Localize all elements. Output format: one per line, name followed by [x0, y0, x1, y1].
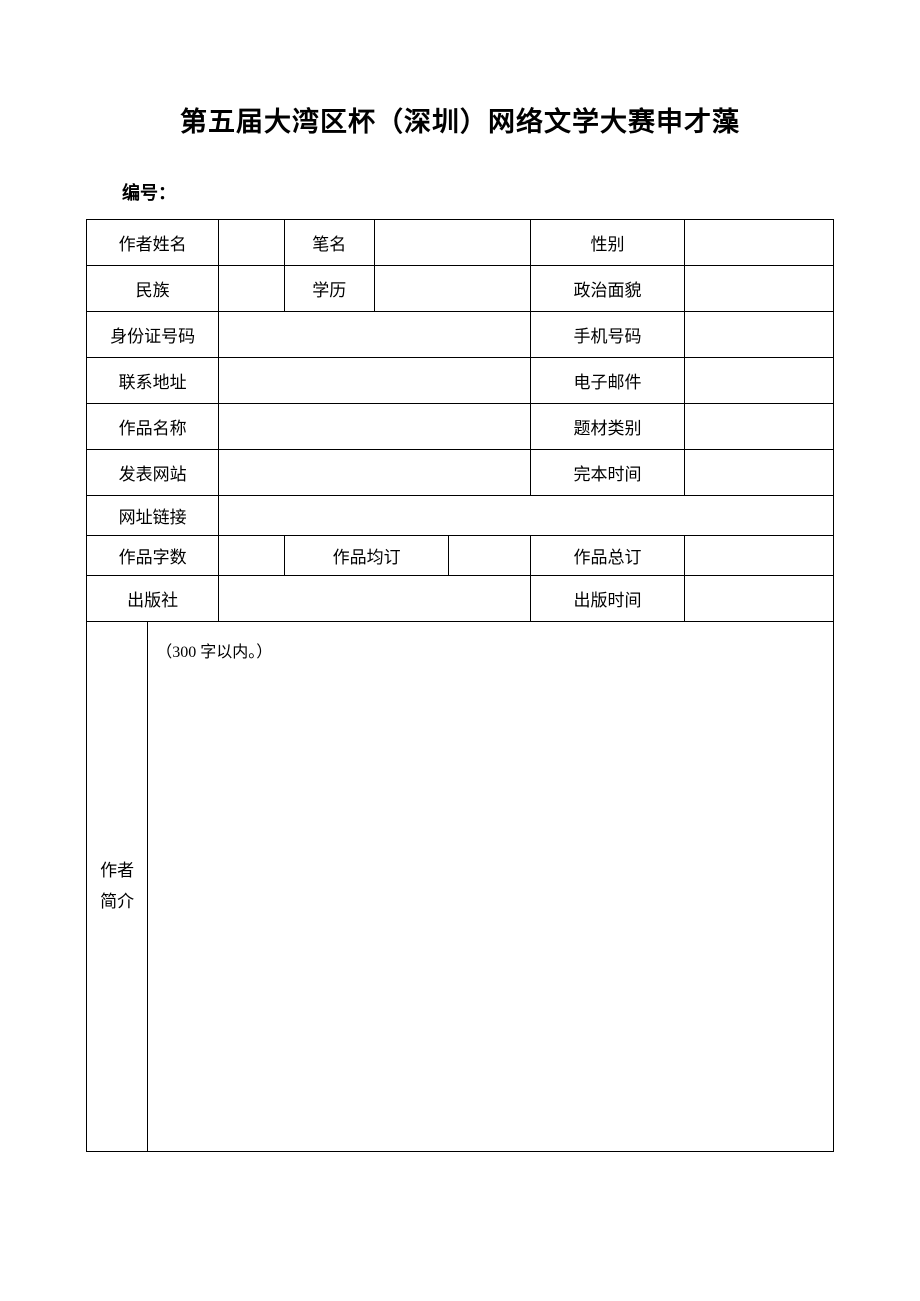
page-title: 第五届大湾区杯（深圳）网络文学大赛申才藻 — [86, 100, 834, 139]
label-publish-site: 发表网站 — [87, 450, 219, 496]
label-total-subscription: 作品总订 — [531, 536, 684, 576]
field-word-count[interactable] — [219, 536, 285, 576]
label-email: 电子邮件 — [531, 358, 684, 404]
table-row: 发表网站 完本时间 — [87, 450, 834, 496]
field-address[interactable] — [219, 358, 531, 404]
field-publish-site[interactable] — [219, 450, 531, 496]
application-form-table: 作者姓名 笔名 性别 民族 学历 政治面貌 身份证号码 手机号码 联系地址 电子… — [86, 219, 834, 1152]
label-political-status: 政治面貌 — [531, 266, 684, 312]
label-education: 学历 — [284, 266, 374, 312]
table-row: 作品字数 作品均订 作品总订 — [87, 536, 834, 576]
label-publish-time: 出版时间 — [531, 576, 684, 622]
table-row: 作者简介 （300 字以内。） — [87, 622, 834, 1152]
field-subject-category[interactable] — [684, 404, 833, 450]
label-url-link: 网址链接 — [87, 496, 219, 536]
label-phone: 手机号码 — [531, 312, 684, 358]
label-id-number: 身份证号码 — [87, 312, 219, 358]
field-education[interactable] — [374, 266, 531, 312]
field-ethnicity[interactable] — [219, 266, 285, 312]
field-completion-time[interactable] — [684, 450, 833, 496]
field-avg-subscription[interactable] — [449, 536, 531, 576]
label-completion-time: 完本时间 — [531, 450, 684, 496]
field-url-link[interactable] — [219, 496, 834, 536]
field-author-name[interactable] — [219, 220, 285, 266]
label-author-intro: 作者简介 — [87, 622, 148, 1152]
table-row: 民族 学历 政治面貌 — [87, 266, 834, 312]
label-author-name: 作者姓名 — [87, 220, 219, 266]
label-gender: 性别 — [531, 220, 684, 266]
table-row: 身份证号码 手机号码 — [87, 312, 834, 358]
label-work-title: 作品名称 — [87, 404, 219, 450]
field-work-title[interactable] — [219, 404, 531, 450]
field-publish-time[interactable] — [684, 576, 833, 622]
label-address: 联系地址 — [87, 358, 219, 404]
table-row: 作品名称 题材类别 — [87, 404, 834, 450]
field-gender[interactable] — [684, 220, 833, 266]
field-pen-name[interactable] — [374, 220, 531, 266]
label-publisher: 出版社 — [87, 576, 219, 622]
field-phone[interactable] — [684, 312, 833, 358]
table-row: 出版社 出版时间 — [87, 576, 834, 622]
label-avg-subscription: 作品均订 — [284, 536, 448, 576]
label-pen-name: 笔名 — [284, 220, 374, 266]
table-row: 作者姓名 笔名 性别 — [87, 220, 834, 266]
label-ethnicity: 民族 — [87, 266, 219, 312]
label-word-count: 作品字数 — [87, 536, 219, 576]
table-row: 联系地址 电子邮件 — [87, 358, 834, 404]
field-id-number[interactable] — [219, 312, 531, 358]
table-row: 网址链接 — [87, 496, 834, 536]
field-total-subscription[interactable] — [684, 536, 833, 576]
field-email[interactable] — [684, 358, 833, 404]
serial-number-label: 编号： — [122, 179, 834, 205]
label-subject-category: 题材类别 — [531, 404, 684, 450]
field-political-status[interactable] — [684, 266, 833, 312]
field-publisher[interactable] — [219, 576, 531, 622]
field-author-intro[interactable]: （300 字以内。） — [148, 622, 834, 1152]
